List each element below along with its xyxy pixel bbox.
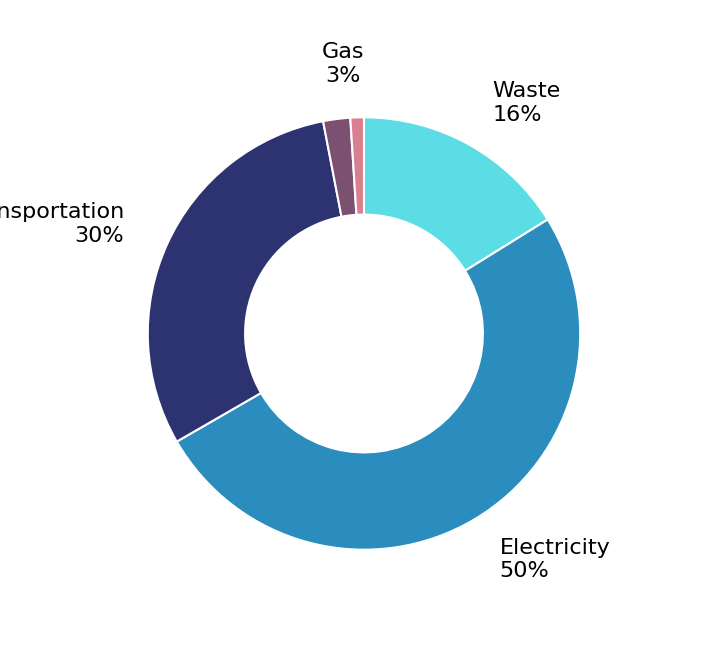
Text: Gas
3%: Gas 3%: [321, 43, 364, 85]
Wedge shape: [323, 118, 357, 217]
Text: Transportation
30%: Transportation 30%: [0, 202, 124, 245]
Wedge shape: [364, 117, 547, 271]
Wedge shape: [177, 219, 580, 550]
Text: Waste
16%: Waste 16%: [492, 81, 561, 125]
Wedge shape: [148, 121, 341, 442]
Wedge shape: [350, 117, 364, 215]
Text: Electricity
50%: Electricity 50%: [499, 538, 610, 582]
